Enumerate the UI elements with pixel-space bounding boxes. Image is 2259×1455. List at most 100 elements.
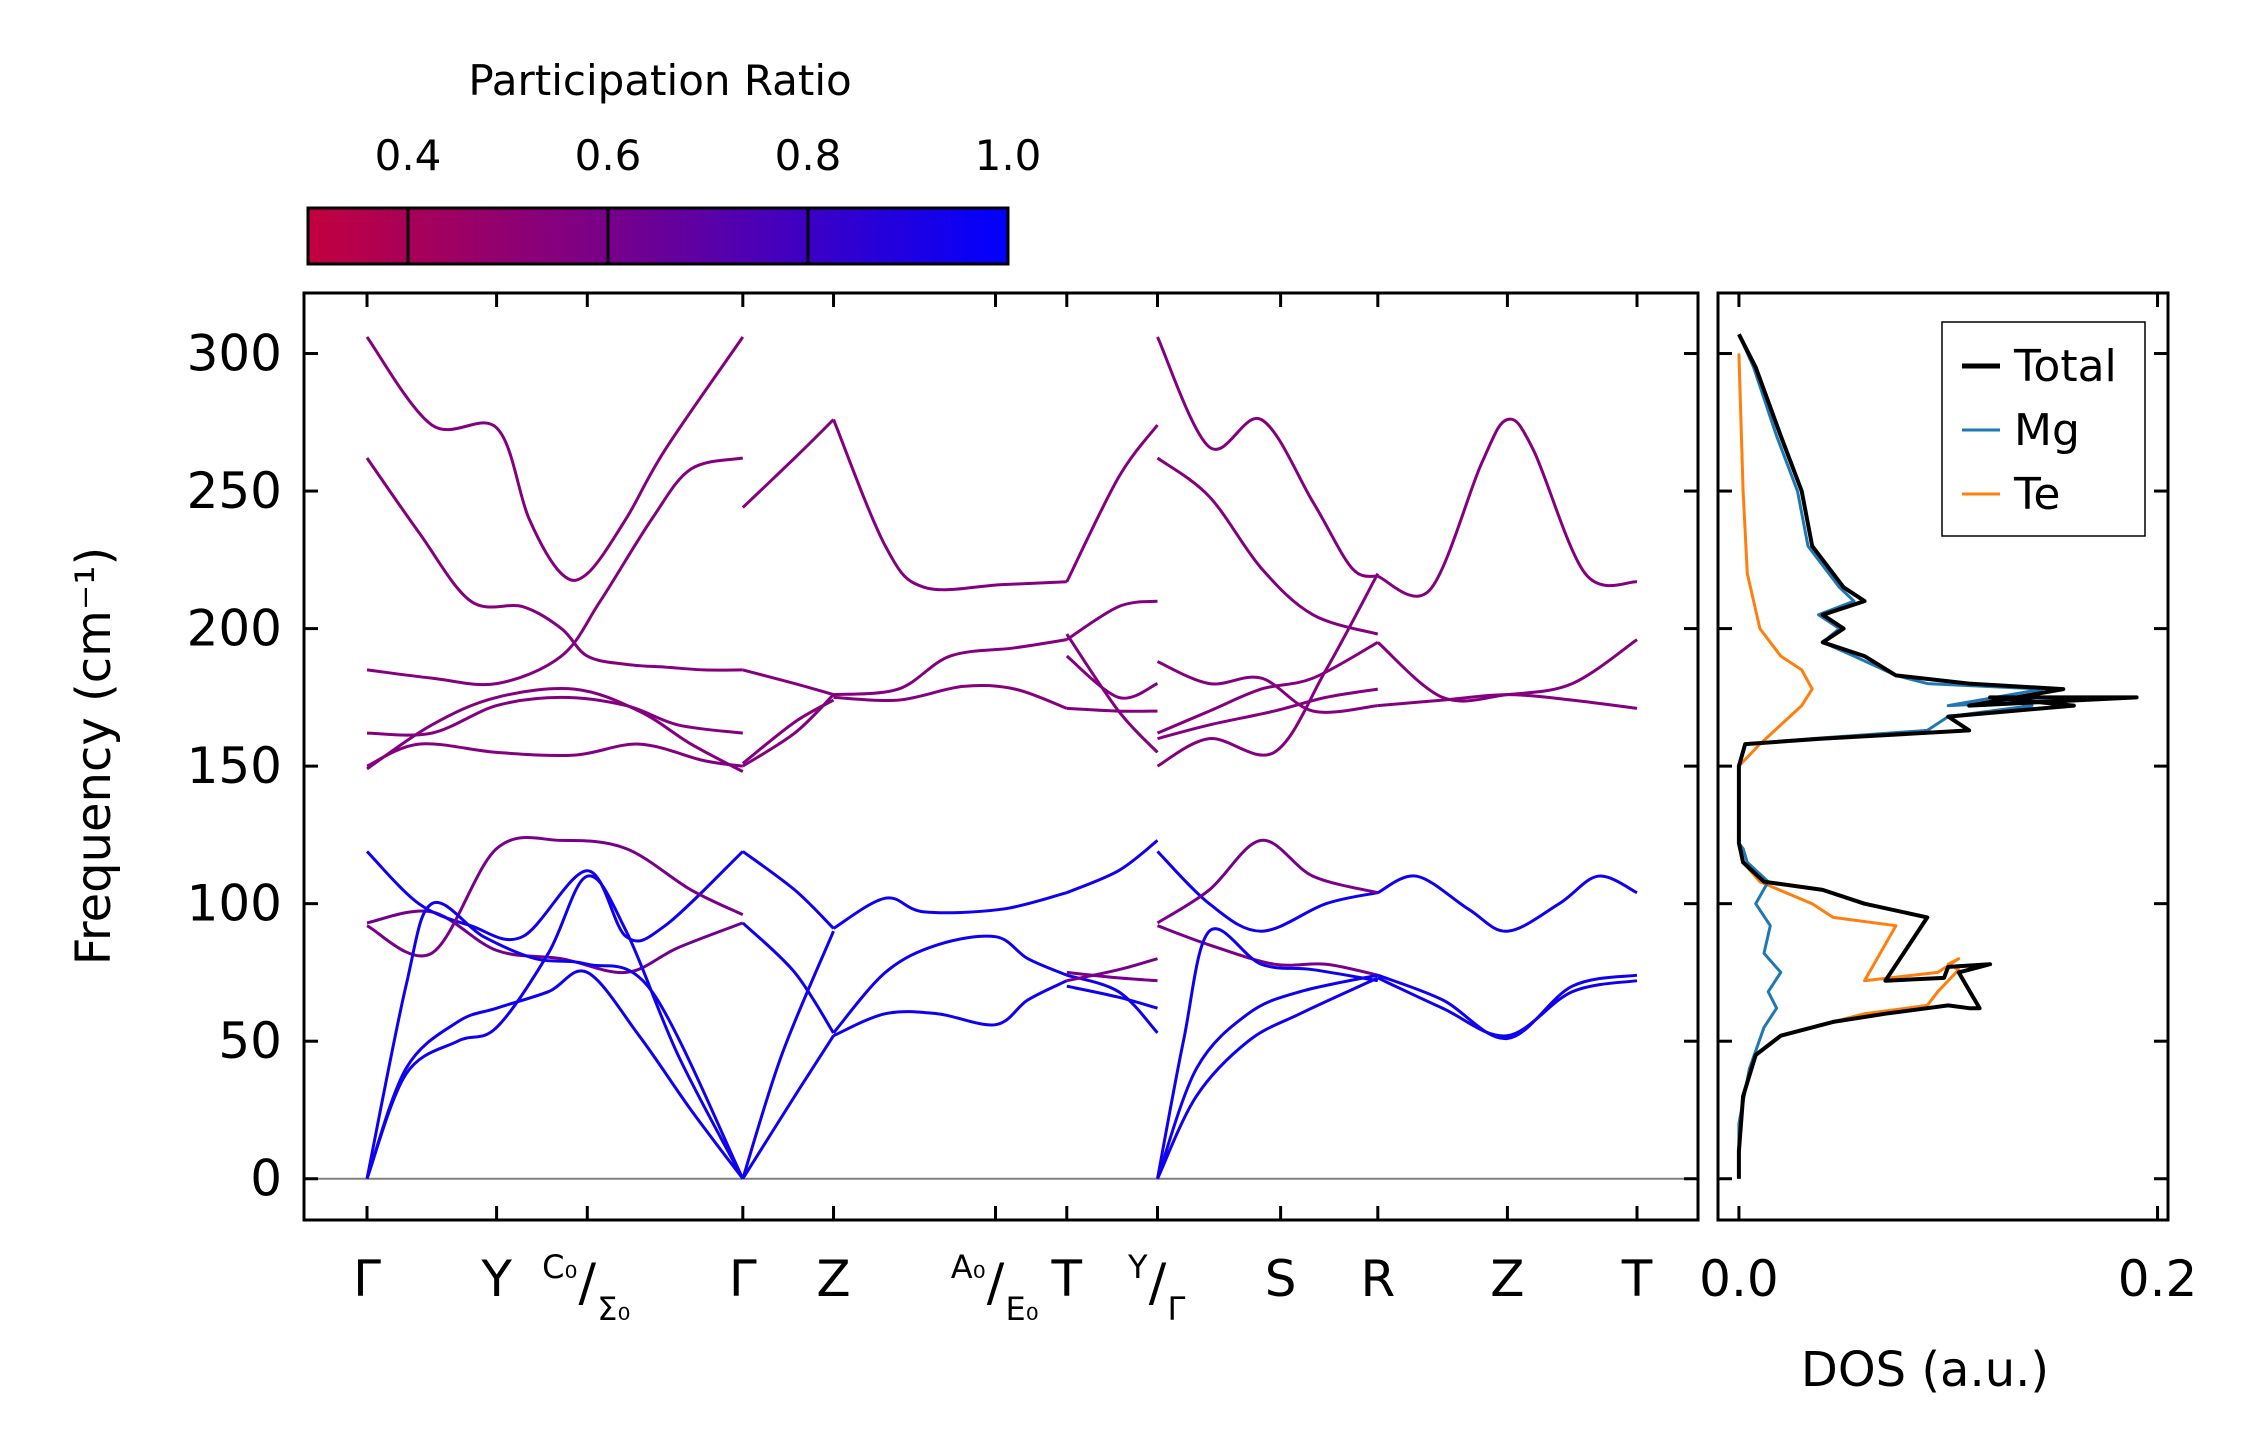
- k-point-slash: /: [579, 1253, 597, 1313]
- band-line: [365, 850, 744, 943]
- band-line: [1065, 633, 1159, 754]
- dos-line-te: [1737, 353, 1961, 1179]
- y-axis-label: Frequency (cm⁻¹): [66, 547, 122, 965]
- band-line: [741, 418, 835, 509]
- band-line: [1065, 654, 1159, 700]
- band-line: [365, 874, 745, 1180]
- band-line: [832, 891, 1068, 930]
- dos-curves: [1736, 333, 2139, 1179]
- k-point-label: T: [1621, 1250, 1653, 1308]
- dos-x-tick-label: 0.0: [1699, 1250, 1779, 1308]
- band-line: [1156, 660, 1378, 714]
- band-line: [742, 668, 834, 697]
- band-line: [832, 979, 1068, 1038]
- colorbar: Participation Ratio 0.4 0.6 0.8 1.0: [306, 56, 1042, 266]
- colorbar-fill: [306, 206, 1010, 266]
- band-line: [1377, 976, 1638, 1038]
- y-tick-label: 100: [187, 875, 282, 933]
- band-line: [1156, 572, 1380, 768]
- k-point-label: Γ: [729, 1250, 757, 1308]
- band-line: [1066, 957, 1158, 983]
- phonon-bands: [365, 336, 1638, 1180]
- band-line: [366, 742, 744, 768]
- band-line: [1156, 976, 1379, 1180]
- band-line: [741, 850, 835, 930]
- k-point-label-compound: Y / Γ: [1127, 1248, 1186, 1328]
- band-line: [741, 930, 835, 1180]
- band-line: [741, 698, 835, 765]
- band-line: [1156, 640, 1379, 735]
- colorbar-title: Participation Ratio: [468, 56, 851, 105]
- k-point-label-compound: C₀ / Σ₀: [542, 1248, 630, 1328]
- k-point-sup: A₀: [951, 1248, 986, 1286]
- dos-panel: 0.0 0.2 DOS (a.u.) Total Mg Te: [1699, 291, 2197, 1398]
- band-line: [1156, 973, 1379, 1180]
- legend-label: Te: [2013, 469, 2060, 520]
- k-point-label-compound: A₀ / E₀: [951, 1248, 1039, 1328]
- band-line: [1156, 456, 1379, 636]
- legend: Total Mg Te: [1941, 321, 2146, 537]
- band-line: [1377, 973, 1638, 1041]
- band-line: [365, 969, 744, 1180]
- band-line: [1065, 599, 1158, 641]
- k-point-label: Γ: [353, 1250, 381, 1308]
- band-line: [832, 418, 1067, 592]
- k-point-label: S: [1265, 1250, 1297, 1308]
- band-line: [1066, 706, 1158, 713]
- k-point-sub: Σ₀: [597, 1290, 630, 1328]
- colorbar-tick-label: 0.8: [775, 131, 842, 180]
- y-tick-label: 300: [187, 325, 282, 383]
- y-tick-label: 50: [218, 1012, 282, 1070]
- y-tick-label: 250: [187, 462, 282, 520]
- band-line: [366, 835, 744, 958]
- band-line: [741, 1034, 835, 1180]
- band-line: [1156, 336, 1379, 578]
- band-line: [365, 336, 745, 582]
- band-line: [1156, 927, 1379, 1179]
- k-point-label: Y: [480, 1250, 512, 1308]
- band-line: [366, 456, 744, 687]
- colorbar-tick-label: 0.4: [375, 131, 442, 180]
- band-line: [1377, 874, 1638, 933]
- band-line: [365, 900, 745, 1180]
- band-line: [1066, 984, 1158, 1010]
- band-line: [1376, 638, 1638, 703]
- dos-axes: 0.0 0.2: [1699, 293, 2197, 1308]
- band-line: [1156, 924, 1379, 977]
- band-line: [1157, 687, 1379, 741]
- band-line: [366, 695, 743, 737]
- k-point-sub: Γ: [1168, 1290, 1186, 1328]
- k-point-label: Z: [1490, 1250, 1524, 1308]
- k-point-slash: /: [987, 1253, 1005, 1313]
- y-tick-label: 150: [187, 737, 282, 795]
- k-point-label: Z: [816, 1250, 850, 1308]
- band-line: [833, 683, 1068, 710]
- dos-frame: [1716, 291, 2170, 1222]
- dos-x-tick-label: 0.2: [2118, 1250, 2198, 1308]
- y-tick-label: 0: [250, 1150, 282, 1208]
- y-tick-label: 200: [187, 600, 282, 658]
- dos-line-total: [1736, 333, 2139, 1179]
- band-line: [741, 921, 835, 1034]
- band-line: [1066, 839, 1159, 895]
- legend-label: Total: [2013, 341, 2117, 392]
- band-line: [1156, 850, 1379, 933]
- colorbar-tick-label: 1.0: [975, 131, 1042, 180]
- band-line: [1156, 838, 1379, 925]
- band-line: [1377, 693, 1638, 710]
- k-point-sub: E₀: [1006, 1290, 1039, 1328]
- band-line: [365, 457, 743, 672]
- band-line: [1066, 970, 1158, 983]
- k-point-label: T: [1051, 1250, 1083, 1308]
- k-point-label: R: [1360, 1250, 1395, 1308]
- band-line: [832, 934, 1068, 1034]
- band-frame: [302, 291, 1700, 1222]
- band-line: [1065, 424, 1159, 583]
- k-point-slash: /: [1149, 1253, 1167, 1313]
- colorbar-tick-label: 0.6: [575, 131, 642, 180]
- band-line: [366, 687, 744, 773]
- colorbar-ticks: 0.4 0.6 0.8 1.0: [375, 131, 1042, 264]
